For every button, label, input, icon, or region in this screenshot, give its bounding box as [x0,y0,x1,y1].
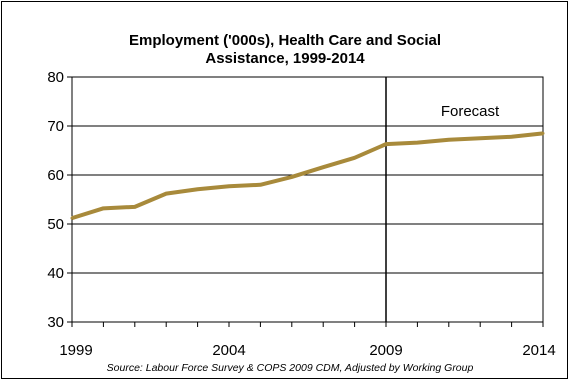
y-tick-label: 60 [47,167,64,184]
data-point [353,156,357,160]
data-point [541,131,545,135]
data-point [196,187,200,191]
data-point [258,183,262,187]
data-point [70,216,74,220]
data-point [447,138,451,142]
x-tick-label: 2009 [369,342,402,359]
data-point [321,165,325,169]
plot-area [71,76,544,323]
x-tick-label: 2004 [212,342,245,359]
data-point [133,205,137,209]
forecast-label: Forecast [441,103,500,120]
data-point [415,141,419,145]
data-point [510,135,514,139]
x-tick-label: 2014 [522,342,555,359]
y-tick-label: 40 [47,265,64,282]
y-tick-label: 70 [47,118,64,135]
y-tick-label: 50 [47,216,64,233]
series-points [70,131,545,220]
data-point [478,136,482,140]
x-tick-label: 1999 [59,342,92,359]
data-point [384,142,388,146]
data-point [101,206,105,210]
series-line [71,131,544,221]
x-axis: 1999 2004 2009 2014 [59,322,556,359]
y-tick-label: 80 [47,69,64,86]
y-axis: 30 40 50 60 70 80 [47,69,72,331]
y-tick-label: 30 [47,314,64,331]
chart-title-line-1: Employment ('000s), Health Care and Soci… [129,32,441,49]
source-note: Source: Labour Force Survey & COPS 2009 … [107,362,474,374]
data-point [290,175,294,179]
gridlines [72,125,543,274]
chart-title-line-2: Assistance, 1999-2014 [205,50,365,67]
data-point [227,184,231,188]
data-point [164,192,168,196]
